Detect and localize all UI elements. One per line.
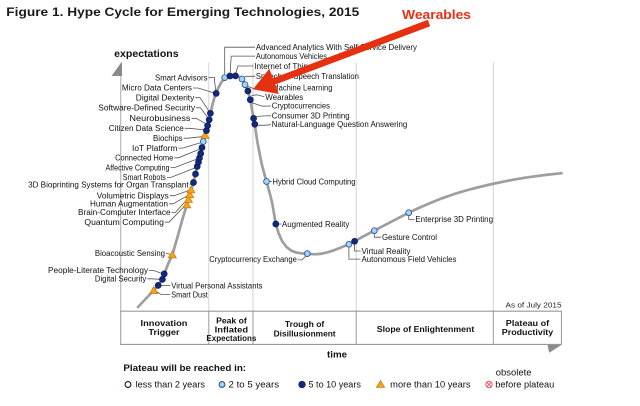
svg-text:Volumetric Displays: Volumetric Displays xyxy=(97,192,169,201)
svg-text:Plateau of: Plateau of xyxy=(506,319,550,328)
svg-text:less than 2 years: less than 2 years xyxy=(136,380,206,390)
svg-text:Slope of Enlightenment: Slope of Enlightenment xyxy=(377,325,475,334)
svg-text:Smart Robots: Smart Robots xyxy=(123,173,166,182)
svg-text:Citizen Data Science: Citizen Data Science xyxy=(109,124,184,133)
svg-text:Natural-Language Question Answ: Natural-Language Question Answering xyxy=(272,120,408,129)
svg-text:Cryptocurrencies: Cryptocurrencies xyxy=(272,102,330,111)
svg-text:3D Bioprinting Systems for Org: 3D Bioprinting Systems for Organ Transpl… xyxy=(28,180,189,189)
svg-text:Bioacoustic Sensing: Bioacoustic Sensing xyxy=(95,249,165,258)
svg-text:Biochips: Biochips xyxy=(153,134,183,143)
svg-text:Wearables: Wearables xyxy=(402,7,471,22)
svg-text:Consumer 3D Printing: Consumer 3D Printing xyxy=(272,112,350,121)
svg-text:Peak of: Peak of xyxy=(216,317,247,326)
svg-text:Plateau will be reached in:: Plateau will be reached in: xyxy=(123,362,246,373)
svg-text:Smart Advisors: Smart Advisors xyxy=(155,73,208,82)
svg-text:Virtual Personal Assistants: Virtual Personal Assistants xyxy=(171,281,262,290)
svg-text:obsolete: obsolete xyxy=(496,367,532,377)
svg-text:Autonomous Vehicles: Autonomous Vehicles xyxy=(256,52,327,61)
svg-text:Neurobusiness: Neurobusiness xyxy=(129,114,190,123)
svg-text:Trough of: Trough of xyxy=(285,320,325,329)
svg-text:Brain-Computer Interface: Brain-Computer Interface xyxy=(78,208,171,217)
svg-text:Machine Learning: Machine Learning xyxy=(272,83,332,92)
svg-text:2 to 5 years: 2 to 5 years xyxy=(229,380,280,390)
svg-text:Human Augmentation: Human Augmentation xyxy=(90,200,168,209)
svg-text:Virtual Reality: Virtual Reality xyxy=(362,247,411,256)
svg-text:Expectations: Expectations xyxy=(206,334,257,343)
svg-text:As of July 2015: As of July 2015 xyxy=(506,300,562,309)
svg-text:Advanced Analytics With Self-S: Advanced Analytics With Self-Service Del… xyxy=(256,43,417,52)
svg-text:Disillusionment: Disillusionment xyxy=(274,329,336,338)
svg-text:IoT Platform: IoT Platform xyxy=(132,144,177,153)
svg-text:Cryptocurrency Exchange: Cryptocurrency Exchange xyxy=(209,255,297,264)
svg-text:Speech-to-Speech Translation: Speech-to-Speech Translation xyxy=(256,72,359,81)
svg-text:Gesture Control: Gesture Control xyxy=(382,233,437,242)
svg-text:Trigger: Trigger xyxy=(148,328,179,337)
svg-text:time: time xyxy=(327,350,347,361)
svg-text:Internet of Things: Internet of Things xyxy=(254,62,316,71)
svg-text:Autonomous Field Vehicles: Autonomous Field Vehicles xyxy=(362,255,457,264)
svg-text:Micro Data Centers: Micro Data Centers xyxy=(122,84,192,93)
svg-text:People-Literate Technology: People-Literate Technology xyxy=(48,266,148,275)
svg-text:Enterprise 3D Printing: Enterprise 3D Printing xyxy=(415,215,493,224)
svg-text:Digital Dexterity: Digital Dexterity xyxy=(136,94,195,103)
svg-text:Inflated: Inflated xyxy=(215,325,249,334)
svg-text:Innovation: Innovation xyxy=(141,319,188,328)
svg-text:Figure 1. Hype Cycle for Emerg: Figure 1. Hype Cycle for Emerging Techno… xyxy=(6,5,359,19)
svg-text:Hybrid Cloud Computing: Hybrid Cloud Computing xyxy=(273,177,356,186)
svg-text:more than 10 years: more than 10 years xyxy=(390,380,471,390)
svg-text:Productivity: Productivity xyxy=(502,328,554,337)
svg-text:Connected Home: Connected Home xyxy=(115,154,173,163)
svg-text:Wearables: Wearables xyxy=(265,93,303,102)
svg-text:Digital Security: Digital Security xyxy=(95,275,146,284)
svg-text:Augmented Reality: Augmented Reality xyxy=(282,220,350,229)
svg-text:Affective Computing: Affective Computing xyxy=(106,163,170,172)
svg-text:before plateau: before plateau xyxy=(495,380,554,390)
svg-text:Quantum Computing: Quantum Computing xyxy=(84,218,164,227)
svg-text:Software-Defined Security: Software-Defined Security xyxy=(98,104,195,113)
svg-text:Smart Dust: Smart Dust xyxy=(171,290,208,299)
svg-text:5 to 10 years: 5 to 10 years xyxy=(309,380,362,390)
svg-text:expectations: expectations xyxy=(114,48,179,60)
